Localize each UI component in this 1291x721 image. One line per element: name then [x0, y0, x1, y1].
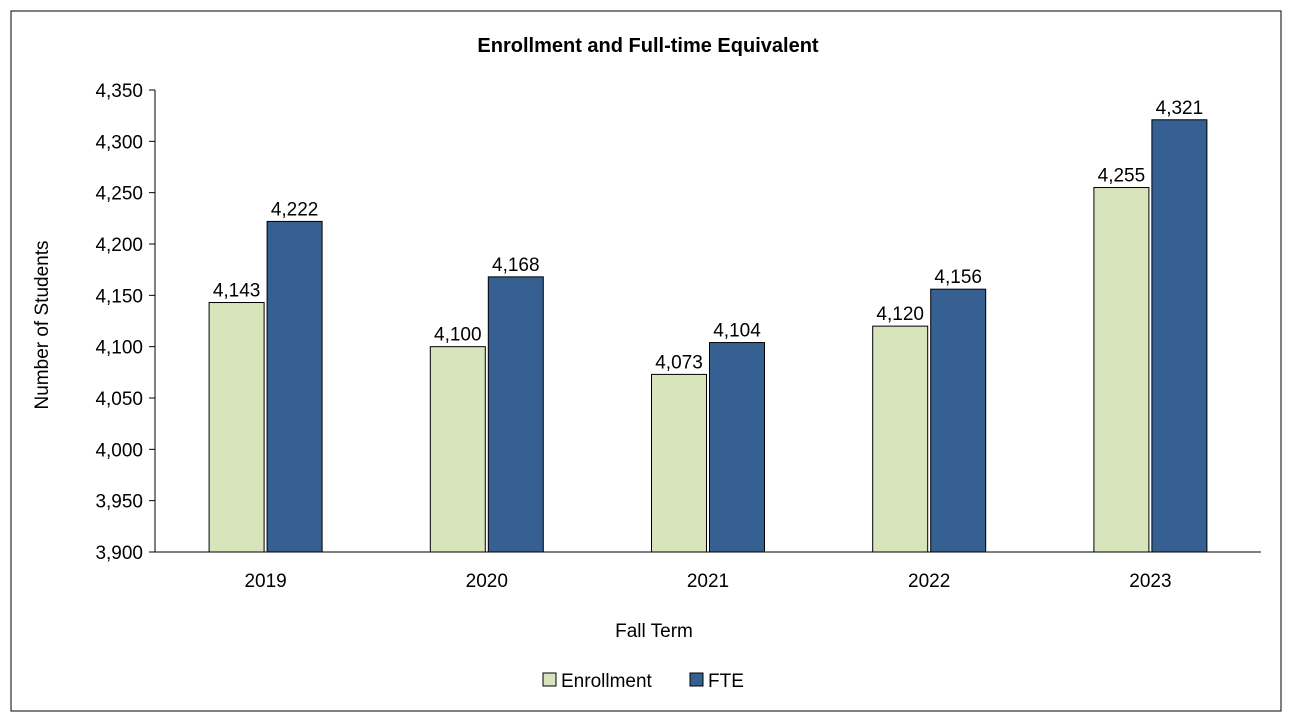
x-axis-title: Fall Term [615, 621, 693, 642]
legend-swatch-enrollment [542, 672, 557, 687]
bar-enrollment-2022 [872, 325, 929, 553]
y-tick-label: 4,350 [95, 81, 143, 102]
y-tick-label: 4,200 [95, 235, 143, 256]
data-label-enrollment-2020: 4,100 [434, 325, 482, 346]
y-tick-label: 4,300 [95, 132, 143, 153]
x-tick-label: 2021 [687, 571, 729, 592]
y-tick-label: 4,100 [95, 338, 143, 359]
plot-area: 3,900 3,950 4,000 4,050 4,100 4,150 4,200 4,250… [95, 81, 1261, 592]
x-tick-label: 2019 [244, 571, 286, 592]
x-tick-label: 2023 [1129, 571, 1171, 592]
bar-fte-2023 [1151, 119, 1208, 553]
bar-enrollment-2020 [429, 346, 486, 553]
bar-fte-2019 [266, 220, 323, 553]
data-label-fte-2020: 4,168 [492, 255, 540, 276]
legend-swatch-fte [689, 672, 704, 687]
legend-label-enrollment: Enrollment [561, 671, 653, 692]
data-label-enrollment-2022: 4,120 [876, 304, 924, 325]
bar-enrollment-2021 [651, 373, 707, 553]
y-tick-label: 4,050 [95, 389, 143, 410]
legend-label-fte: FTE [708, 671, 744, 692]
data-label-enrollment-2019: 4,143 [213, 281, 261, 302]
bar-enrollment-2019 [208, 302, 265, 553]
y-tick-label: 4,250 [95, 184, 143, 205]
y-axis-title: Number of Students [32, 241, 53, 410]
data-label-fte-2022: 4,156 [934, 267, 982, 288]
data-label-enrollment-2021: 4,073 [655, 352, 703, 373]
data-label-fte-2019: 4,222 [271, 199, 319, 220]
data-label-fte-2021: 4,104 [713, 321, 761, 342]
y-tick-label: 3,900 [95, 543, 143, 564]
bar-enrollment-2023 [1093, 187, 1150, 553]
y-tick-label: 3,950 [95, 492, 143, 513]
data-label-fte-2023: 4,321 [1156, 98, 1204, 119]
bar-fte-2021 [709, 342, 765, 553]
bar-fte-2020 [487, 276, 544, 553]
chart-title: Enrollment and Full-time Equivalent [477, 35, 818, 57]
legend: Enrollment FTE [542, 671, 744, 692]
x-tick-label: 2020 [466, 571, 508, 592]
x-tick-label: 2022 [908, 571, 950, 592]
y-tick-label: 4,000 [95, 440, 143, 461]
bar-fte-2022 [930, 288, 987, 553]
y-tick-label: 4,150 [95, 286, 143, 307]
data-label-enrollment-2023: 4,255 [1098, 166, 1146, 187]
chart-frame [10, 10, 1282, 712]
